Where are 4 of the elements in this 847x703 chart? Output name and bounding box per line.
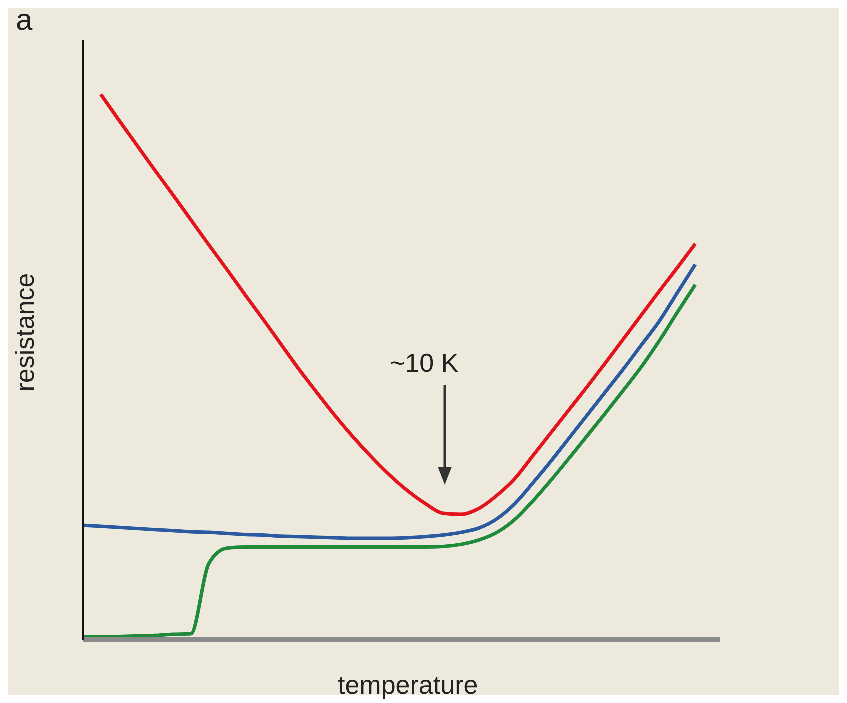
chart-title: a xyxy=(16,4,33,38)
y-axis-title: resistance xyxy=(10,273,41,392)
annotation: ~10 K xyxy=(390,348,459,379)
x-axis-title: temperature xyxy=(338,670,478,701)
